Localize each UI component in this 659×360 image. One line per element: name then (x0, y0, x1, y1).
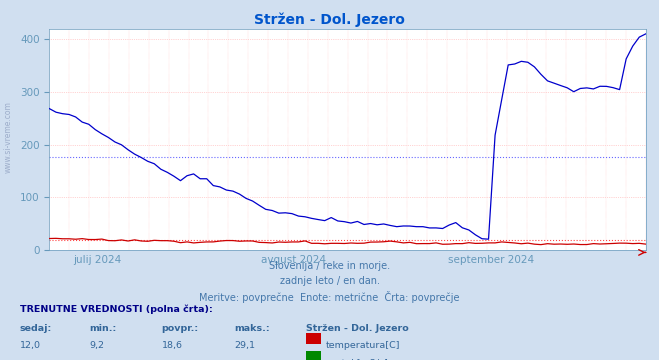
Text: sedaj:: sedaj: (20, 324, 52, 333)
Text: TRENUTNE VREDNOSTI (polna črta):: TRENUTNE VREDNOSTI (polna črta): (20, 304, 212, 314)
Text: maks.:: maks.: (234, 324, 270, 333)
Text: povpr.:: povpr.: (161, 324, 198, 333)
Text: -nan: -nan (20, 359, 41, 360)
Text: -nan: -nan (234, 359, 255, 360)
Text: Stržen - Dol. Jezero: Stržen - Dol. Jezero (254, 13, 405, 27)
Text: zadnje leto / en dan.: zadnje leto / en dan. (279, 276, 380, 286)
Text: -nan: -nan (161, 359, 183, 360)
Text: 29,1: 29,1 (234, 341, 255, 350)
Text: Meritve: povprečne  Enote: metrične  Črta: povprečje: Meritve: povprečne Enote: metrične Črta:… (199, 291, 460, 303)
Text: 9,2: 9,2 (89, 341, 104, 350)
Text: Stržen - Dol. Jezero: Stržen - Dol. Jezero (306, 324, 409, 333)
Text: 18,6: 18,6 (161, 341, 183, 350)
Text: www.si-vreme.com: www.si-vreme.com (4, 101, 13, 173)
Text: Slovenija / reke in morje.: Slovenija / reke in morje. (269, 261, 390, 271)
Text: 12,0: 12,0 (20, 341, 41, 350)
Text: -nan: -nan (89, 359, 110, 360)
Text: temperatura[C]: temperatura[C] (326, 341, 401, 350)
Text: pretok[m3/s]: pretok[m3/s] (326, 359, 388, 360)
Text: min.:: min.: (89, 324, 116, 333)
